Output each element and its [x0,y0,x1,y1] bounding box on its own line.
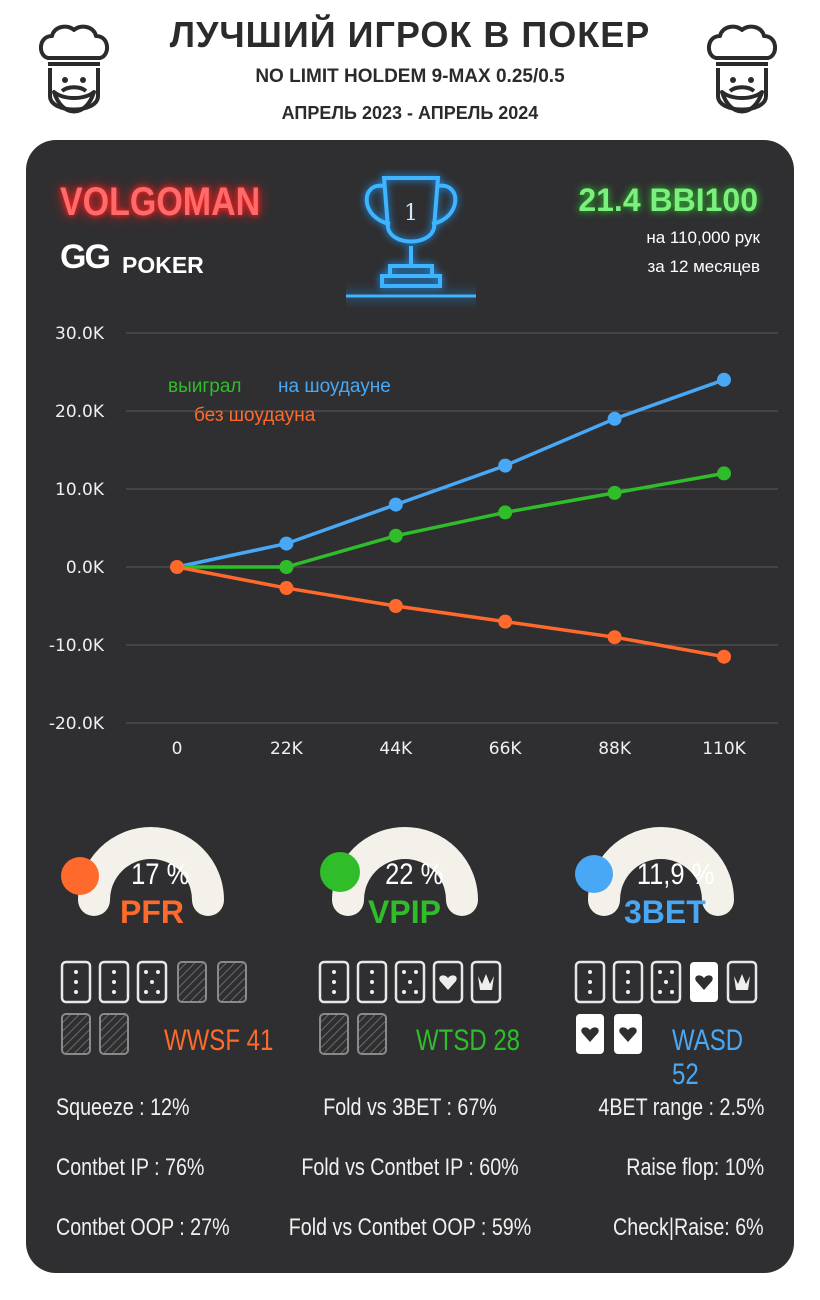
page-title: ЛУЧШИЙ ИГРОК В ПОКЕР [169,14,651,55]
legend-won: выиграл [168,376,242,397]
chef-king-icon [707,24,777,114]
trophy-icon: 1 [346,176,476,298]
data-point [498,458,513,473]
wwsf-cards [60,960,247,1055]
stat-contbet-oop: Contbet OOP : 27% [56,1214,230,1241]
stat-fold-cb-oop: Fold vs Contbet OOP : 59% [288,1214,532,1241]
page-subtitle: NO LIMIT HOLDEM 9-MAX 0.25/0.5 [255,66,565,87]
x-tick-label: 88K [598,739,632,759]
3bet-gauge [575,827,734,916]
x-tick-label: 110K [702,739,746,759]
stat-squeeze: Squeeze : 12% [56,1094,190,1121]
y-tick-label: 20.0K [55,402,105,422]
data-point [279,536,294,551]
stat-check-raise: Check|Raise: 6% [613,1214,764,1241]
pfr-label: PFR [120,894,184,930]
x-tick-label: 44K [379,739,413,759]
hands-count: на 110,000 рук [646,228,760,247]
data-point [607,630,622,645]
rank-label: 1 [404,201,418,226]
data-point [717,649,731,664]
vpip-label: VPIP [368,894,441,930]
wtsd-cards [318,960,502,1055]
legend-no-showdown: без шоудауна [194,405,316,426]
stat-fold-3bet: Fold vs 3BET : 67% [323,1094,497,1121]
vpip-value: 22 % [385,858,444,891]
player-name: VOLGOMAN [60,180,261,224]
data-point [388,528,403,543]
3bet-label: 3BET [624,894,706,930]
data-point [388,497,403,512]
y-tick-label: 30.0K [55,324,105,344]
y-tick-label: 10.0K [55,480,105,500]
data-point [498,505,513,520]
data-point [279,560,294,574]
stat-4bet-range: 4BET range : 2.5% [598,1094,764,1121]
ggpoker-logo-gg: GG [60,238,111,276]
stats-panel: VOLGOMAN GG POKER 1 21.4 BBI100 на 110,0… [26,140,794,1273]
data-point [717,372,731,387]
wasd-cards [574,960,758,1054]
card-groups [60,960,758,1055]
y-tick-label: -10.0K [49,636,105,656]
stat-raise-flop: Raise flop: 10% [626,1154,764,1181]
y-tick-label: 0.0K [66,558,105,578]
stat-fold-cb-ip: Fold vs Contbet IP : 60% [301,1154,519,1181]
wasd-label: WASD 52 [672,1024,744,1091]
data-point [498,614,513,629]
data-point [607,485,622,500]
date-range: АПРЕЛЬ 2023 - АПРЕЛЬ 2024 [281,103,539,123]
period: за 12 месяцев [647,257,760,276]
chef-king-icon [39,24,109,114]
series-line [176,378,725,569]
y-tick-label: -20.0K [49,714,105,734]
x-tick-label: 66K [489,739,523,759]
3bet-value: 11,9 % [636,858,715,891]
x-tick-label: 22K [270,739,304,759]
data-point [717,466,731,481]
data-point [388,599,403,613]
data-point [279,581,294,596]
series-line [176,565,725,659]
pfr-gauge [61,827,224,916]
wwsf-label: WWSF 41 [164,1024,274,1057]
data-point [607,411,622,426]
ggpoker-logo-poker: POKER [122,252,204,278]
stat-contbet-ip: Contbet IP : 76% [56,1154,205,1181]
wtsd-label: WTSD 28 [416,1024,521,1057]
vpip-gauge [320,827,478,916]
winrate: 21.4 BBI100 [578,182,758,218]
legend-showdown: на шоудауне [278,376,391,397]
series-line [177,471,725,569]
pfr-value: 17 % [131,858,190,891]
x-tick-label: 0 [172,739,183,759]
data-point [170,560,184,574]
profit-line-chart: 30.0K 20.0K 10.0K 0.0K -10.0K -20.0K 0 22K 44K 66… [49,324,778,759]
